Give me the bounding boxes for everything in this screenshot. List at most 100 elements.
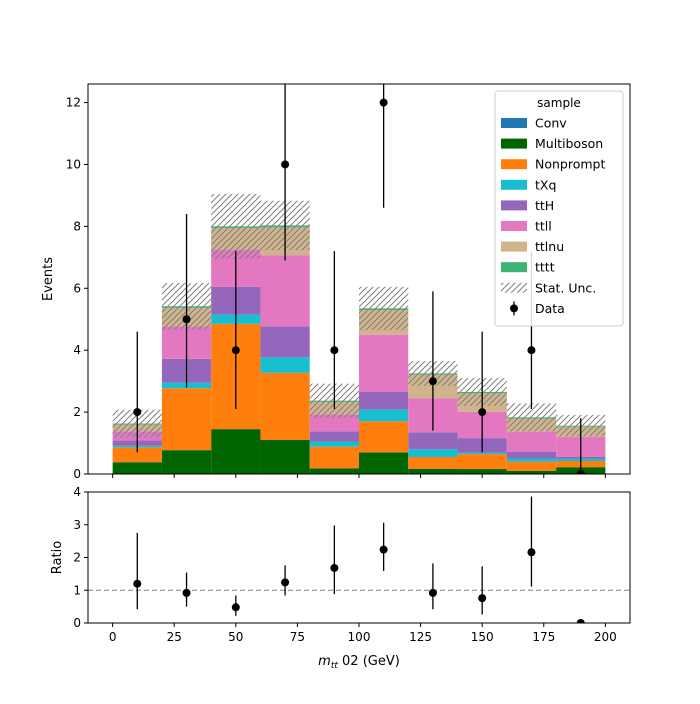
legend-label: ttH [535,198,554,213]
bar-txq [408,449,458,457]
bar-multiboson [309,468,359,474]
main-y-tick-label: 0 [73,467,81,481]
bar-ttll [359,334,409,392]
bar-tth [260,326,310,358]
legend-data-marker [510,304,518,313]
bar-multiboson [457,469,507,474]
x-axis-label-subscript: tt [331,661,339,671]
data-point [231,346,240,355]
ratio-y-tick-label: 4 [73,485,81,499]
bar-multiboson [112,462,162,474]
data-points [133,84,585,474]
legend-label: ttlnu [535,239,564,254]
legend-label-data: Data [535,301,565,316]
ratio-point [182,588,191,597]
legend-swatch-stat-unc [501,282,527,293]
main-y-tick-label: 4 [73,343,81,357]
ratio-y-tick-label: 3 [73,518,81,532]
data-point [527,346,536,355]
bar-nonprompt [260,372,310,440]
main-y-tick-label: 6 [73,281,81,295]
axes: 0 25 50 75 100 125 150 175 20002468101201234Even… [41,83,631,671]
ratio-point [428,588,437,597]
ratio-y-tick-label: 1 [73,583,81,597]
data-point [576,470,585,474]
bar-ttll [309,414,359,432]
ratio-plot-frame [87,491,631,624]
data-point [330,346,339,355]
main-y-tick-label: 2 [73,405,81,419]
bar-nonprompt [457,454,507,470]
x-tick-label: 100 [348,630,371,644]
stat-unc-band [359,286,409,331]
ratio-y-tick-label: 2 [73,551,81,565]
legend-swatch [501,138,527,149]
legend-label: ttll [535,219,552,234]
ratio-point [231,603,240,612]
bar-multiboson [211,429,261,474]
ratio-point [527,548,536,557]
ratio-y-tick-label: 0 [73,616,81,630]
x-tick-label: 150 [471,630,494,644]
x-tick-label: 25 [167,630,182,644]
data-point [182,315,191,324]
stat-unc-band [211,193,261,259]
ratio-point [478,594,487,603]
x-axis-label: mtt 02 (GeV) [318,654,400,671]
data-point [428,377,437,386]
bar-txq [260,357,310,373]
bar-multiboson [161,450,212,474]
legend-label: tXq [535,177,556,192]
data-point [478,408,487,417]
legend-swatch [501,159,527,170]
main-y-axis-label: Events [41,257,56,301]
data-point [379,98,388,107]
legend-swatch [501,118,527,128]
bar-multiboson [359,452,409,474]
legend: sample Conv Multiboson Nonprompt tXq ttH ttll t… [494,90,624,327]
main-y-tick-label: 12 [66,96,81,110]
bar-multiboson [260,439,310,474]
bar-nonprompt [359,421,409,453]
ratio-point [576,619,585,623]
bar-tth [309,431,359,442]
legend-label: tttt [535,260,555,275]
legend-swatch [501,179,527,190]
x-tick-label: 0 [109,630,117,644]
bar-txq [309,441,359,447]
bar-txq [359,409,409,422]
x-axis-label-symbol: m [318,654,331,669]
bar-tth [506,451,557,459]
bar-tth [359,391,409,410]
bar-nonprompt [309,446,359,469]
bar-nonprompt [161,388,212,451]
bar-multiboson [506,470,557,474]
main-y-tick-label: 10 [66,157,81,171]
main-y-tick-label: 8 [73,219,81,233]
ratio-point [379,545,388,554]
bar-txq [457,452,507,455]
legend-title: sample [537,96,581,110]
bar-nonprompt [408,456,458,469]
data-point [133,408,142,417]
x-tick-label: 175 [532,630,555,644]
ratio-point [281,578,290,587]
bar-nonprompt [506,461,557,471]
x-tick-label: 75 [290,630,305,644]
legend-label: Nonprompt [535,157,605,172]
legend-swatch [501,200,527,211]
legend-label-stat-unc: Stat. Unc. [535,280,596,295]
ratio-y-axis-label: Ratio [50,541,65,574]
bar-txq [506,458,557,462]
x-axis-label-unit: 02 (GeV) [338,654,400,669]
legend-swatch [501,241,527,252]
ratio-point [133,579,142,588]
ratio-points [88,496,630,623]
legend-swatch [501,262,527,273]
legend-label: Conv [535,116,567,131]
data-point [281,160,290,169]
bar-ttll [260,255,310,327]
x-tick-label: 125 [409,630,432,644]
